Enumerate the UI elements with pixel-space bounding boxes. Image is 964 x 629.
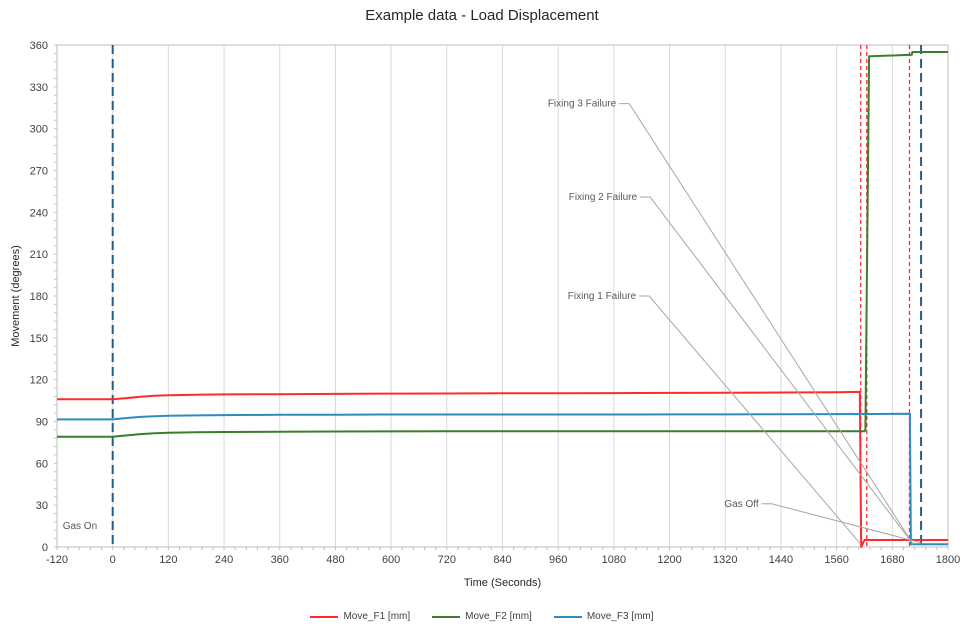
annotation-label: Fixing 2 Failure [569, 192, 638, 203]
y-tick-label: 0 [42, 542, 48, 554]
y-tick-label: 360 [30, 40, 48, 52]
legend-swatch [553, 615, 582, 618]
x-tick-label: 360 [271, 554, 289, 566]
legend-item: Move_F2 [mm] [432, 611, 532, 622]
legend-label: Move_F2 [mm] [465, 611, 532, 622]
y-tick-label: 210 [30, 249, 48, 261]
marker-label: Gas On [63, 521, 97, 532]
y-tick-label: 30 [36, 500, 48, 512]
vertical-markers: Gas On [63, 45, 923, 547]
y-tick-label: 270 [30, 166, 48, 178]
legend-item: Move_F1 [mm] [310, 611, 410, 622]
annotation-leader-line [640, 196, 914, 545]
legend-label: Move_F3 [mm] [586, 611, 654, 622]
x-tick-label: 960 [549, 554, 567, 566]
y-tick-label: 90 [36, 417, 48, 429]
x-tick-label: 1800 [936, 554, 960, 566]
annotation-leader-line [639, 295, 862, 545]
x-tick-label: 1320 [713, 554, 737, 566]
legend-label: Move_F1 [mm] [343, 611, 411, 622]
x-tick-label: 720 [438, 554, 456, 566]
y-tick-label: 150 [30, 333, 48, 345]
legend-swatch [310, 615, 339, 618]
annotation-label: Fixing 1 Failure [568, 291, 637, 302]
y-tick-label: 330 [30, 82, 48, 94]
chart-title: Example data - Load Displacement [365, 7, 599, 24]
y-axis-title: Movement (degrees) [10, 245, 22, 347]
annotation-label: Gas Off [724, 499, 758, 510]
series-line [57, 390, 948, 548]
x-tick-label: 1080 [602, 554, 626, 566]
x-tick-label: 600 [382, 554, 400, 566]
x-tick-label: 240 [215, 554, 233, 566]
y-tick-label: 180 [30, 291, 48, 303]
series-lines [57, 51, 948, 548]
x-tick-label: 480 [326, 554, 344, 566]
gridlines [56, 45, 949, 547]
x-tick-label: 120 [159, 554, 177, 566]
x-tick-label: 1560 [824, 554, 848, 566]
x-tick-label: 0 [110, 554, 116, 566]
y-tick-label: 300 [30, 124, 48, 136]
annotations: Fixing 3 Failure Fixing 2 Failure Fixing 1… [548, 99, 922, 545]
x-tick-label: 1680 [880, 554, 904, 566]
x-tick-label: 1200 [657, 554, 681, 566]
legend-item: Move_F3 [mm] [553, 611, 654, 622]
annotation-leader-line [619, 103, 914, 545]
series-line [57, 412, 948, 546]
x-tick-label: 1440 [769, 554, 793, 566]
legend-swatch [432, 615, 461, 618]
tick-labels: -120 0 120 240 360 480 600 720 840 960 1080 1200 132… [30, 40, 961, 566]
legend: Move_F1 [mm] Move_F2 [mm] Move_F3 [mm] [0, 611, 964, 622]
x-tick-label: -120 [46, 554, 68, 566]
y-tick-label: 60 [36, 458, 48, 470]
x-tick-label: 840 [493, 554, 511, 566]
x-axis-title: Time (Seconds) [464, 577, 541, 589]
axes [54, 44, 949, 550]
y-tick-label: 240 [30, 207, 48, 219]
annotation-label: Fixing 3 Failure [548, 99, 617, 110]
y-tick-label: 120 [30, 375, 48, 387]
series-line [57, 51, 948, 438]
annotation-leader-line [761, 503, 922, 544]
